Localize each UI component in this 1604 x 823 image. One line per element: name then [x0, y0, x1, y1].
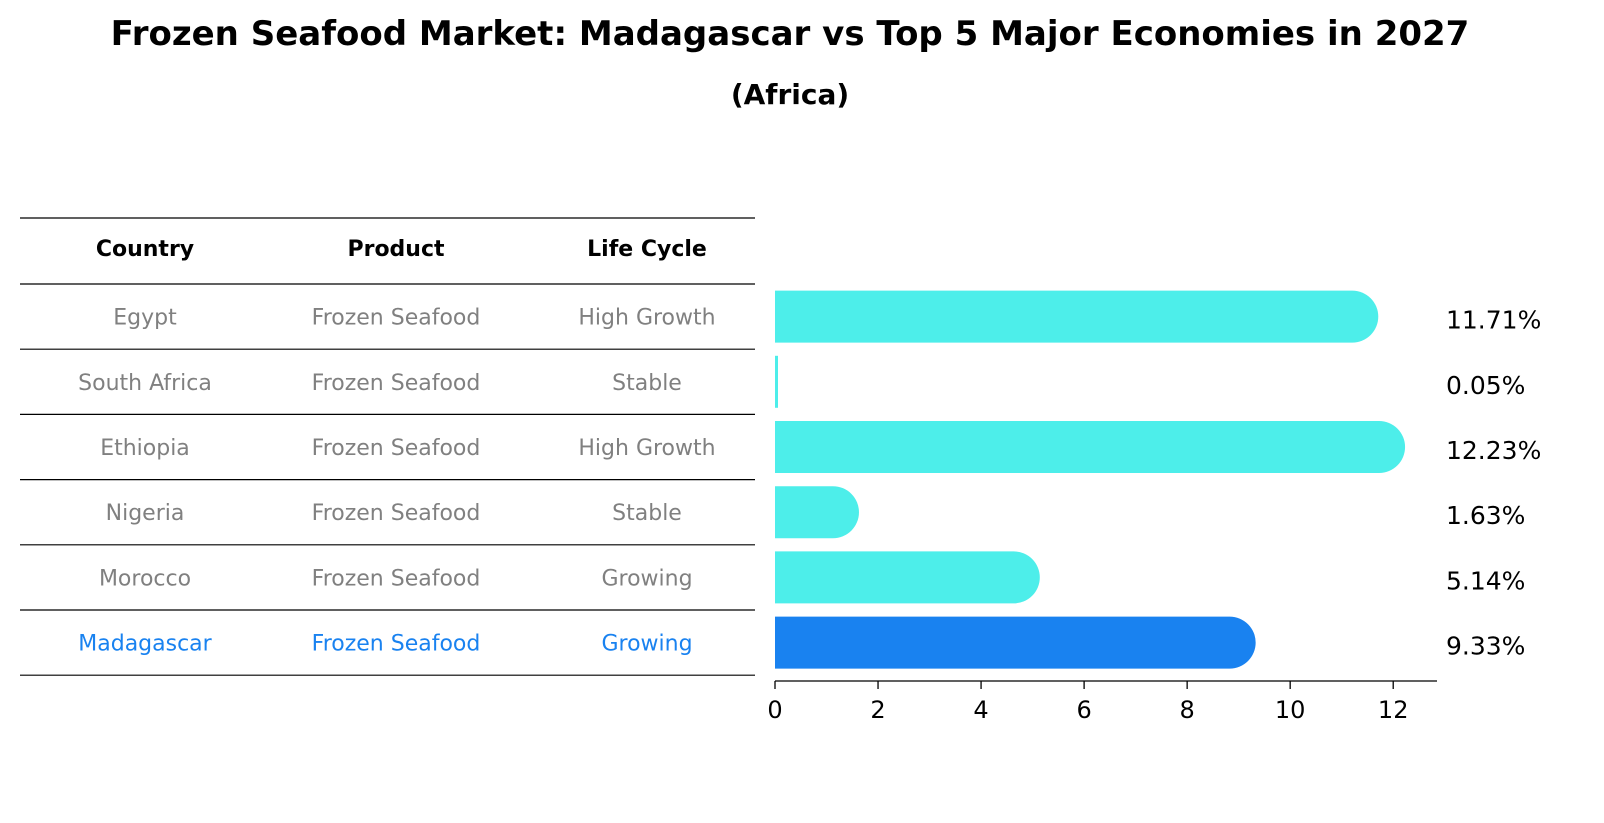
bar-value-label: 9.33%	[1446, 632, 1525, 661]
table-cell: Growing	[601, 566, 692, 591]
bar-egypt	[775, 290, 1379, 343]
table-cell: Ethiopia	[100, 436, 190, 461]
table-cell: South Africa	[78, 371, 212, 396]
table-cell: Stable	[612, 371, 682, 396]
x-tick-label: 4	[973, 696, 988, 724]
bar-morocco	[775, 551, 1040, 604]
chart-title: Frozen Seafood Market: Madagascar vs Top…	[110, 14, 1470, 54]
table-cell: Frozen Seafood	[312, 501, 481, 526]
table-cell: Egypt	[113, 306, 177, 331]
table-header-product: Product	[347, 237, 445, 262]
table-cell: Frozen Seafood	[312, 566, 481, 591]
bar-ethiopia	[775, 421, 1406, 473]
bar-madagascar	[775, 616, 1256, 669]
table-cell: High Growth	[578, 436, 715, 461]
chart-subtitle: (Africa)	[730, 78, 850, 111]
x-tick-label: 12	[1378, 696, 1409, 724]
x-tick-label: 0	[767, 696, 782, 724]
bar-value-label: 0.05%	[1446, 371, 1525, 400]
table-cell: Frozen Seafood	[312, 632, 481, 657]
table-cell: Morocco	[99, 566, 191, 591]
bar-value-label: 12.23%	[1446, 436, 1541, 465]
table-cell: Nigeria	[106, 501, 185, 526]
bar-south-africa	[775, 355, 778, 408]
x-tick-label: 2	[870, 696, 885, 724]
x-tick-label: 8	[1179, 696, 1194, 724]
table-cell: Frozen Seafood	[312, 436, 481, 461]
x-tick-label: 10	[1275, 696, 1306, 724]
table-cell: High Growth	[578, 306, 715, 331]
bar-value-label: 5.14%	[1446, 566, 1525, 595]
table-header-life-cycle: Life Cycle	[587, 237, 707, 262]
table-cell: Stable	[612, 501, 682, 526]
table-cell: Frozen Seafood	[312, 371, 481, 396]
table-cell: Frozen Seafood	[312, 306, 481, 331]
table-cell: Growing	[601, 632, 692, 657]
bar-value-label: 1.63%	[1446, 501, 1525, 530]
x-tick-label: 6	[1076, 696, 1091, 724]
bar-nigeria	[775, 486, 859, 539]
table-cell: Madagascar	[78, 632, 212, 657]
table-header-country: Country	[96, 237, 194, 262]
bar-value-label: 11.71%	[1446, 306, 1541, 335]
